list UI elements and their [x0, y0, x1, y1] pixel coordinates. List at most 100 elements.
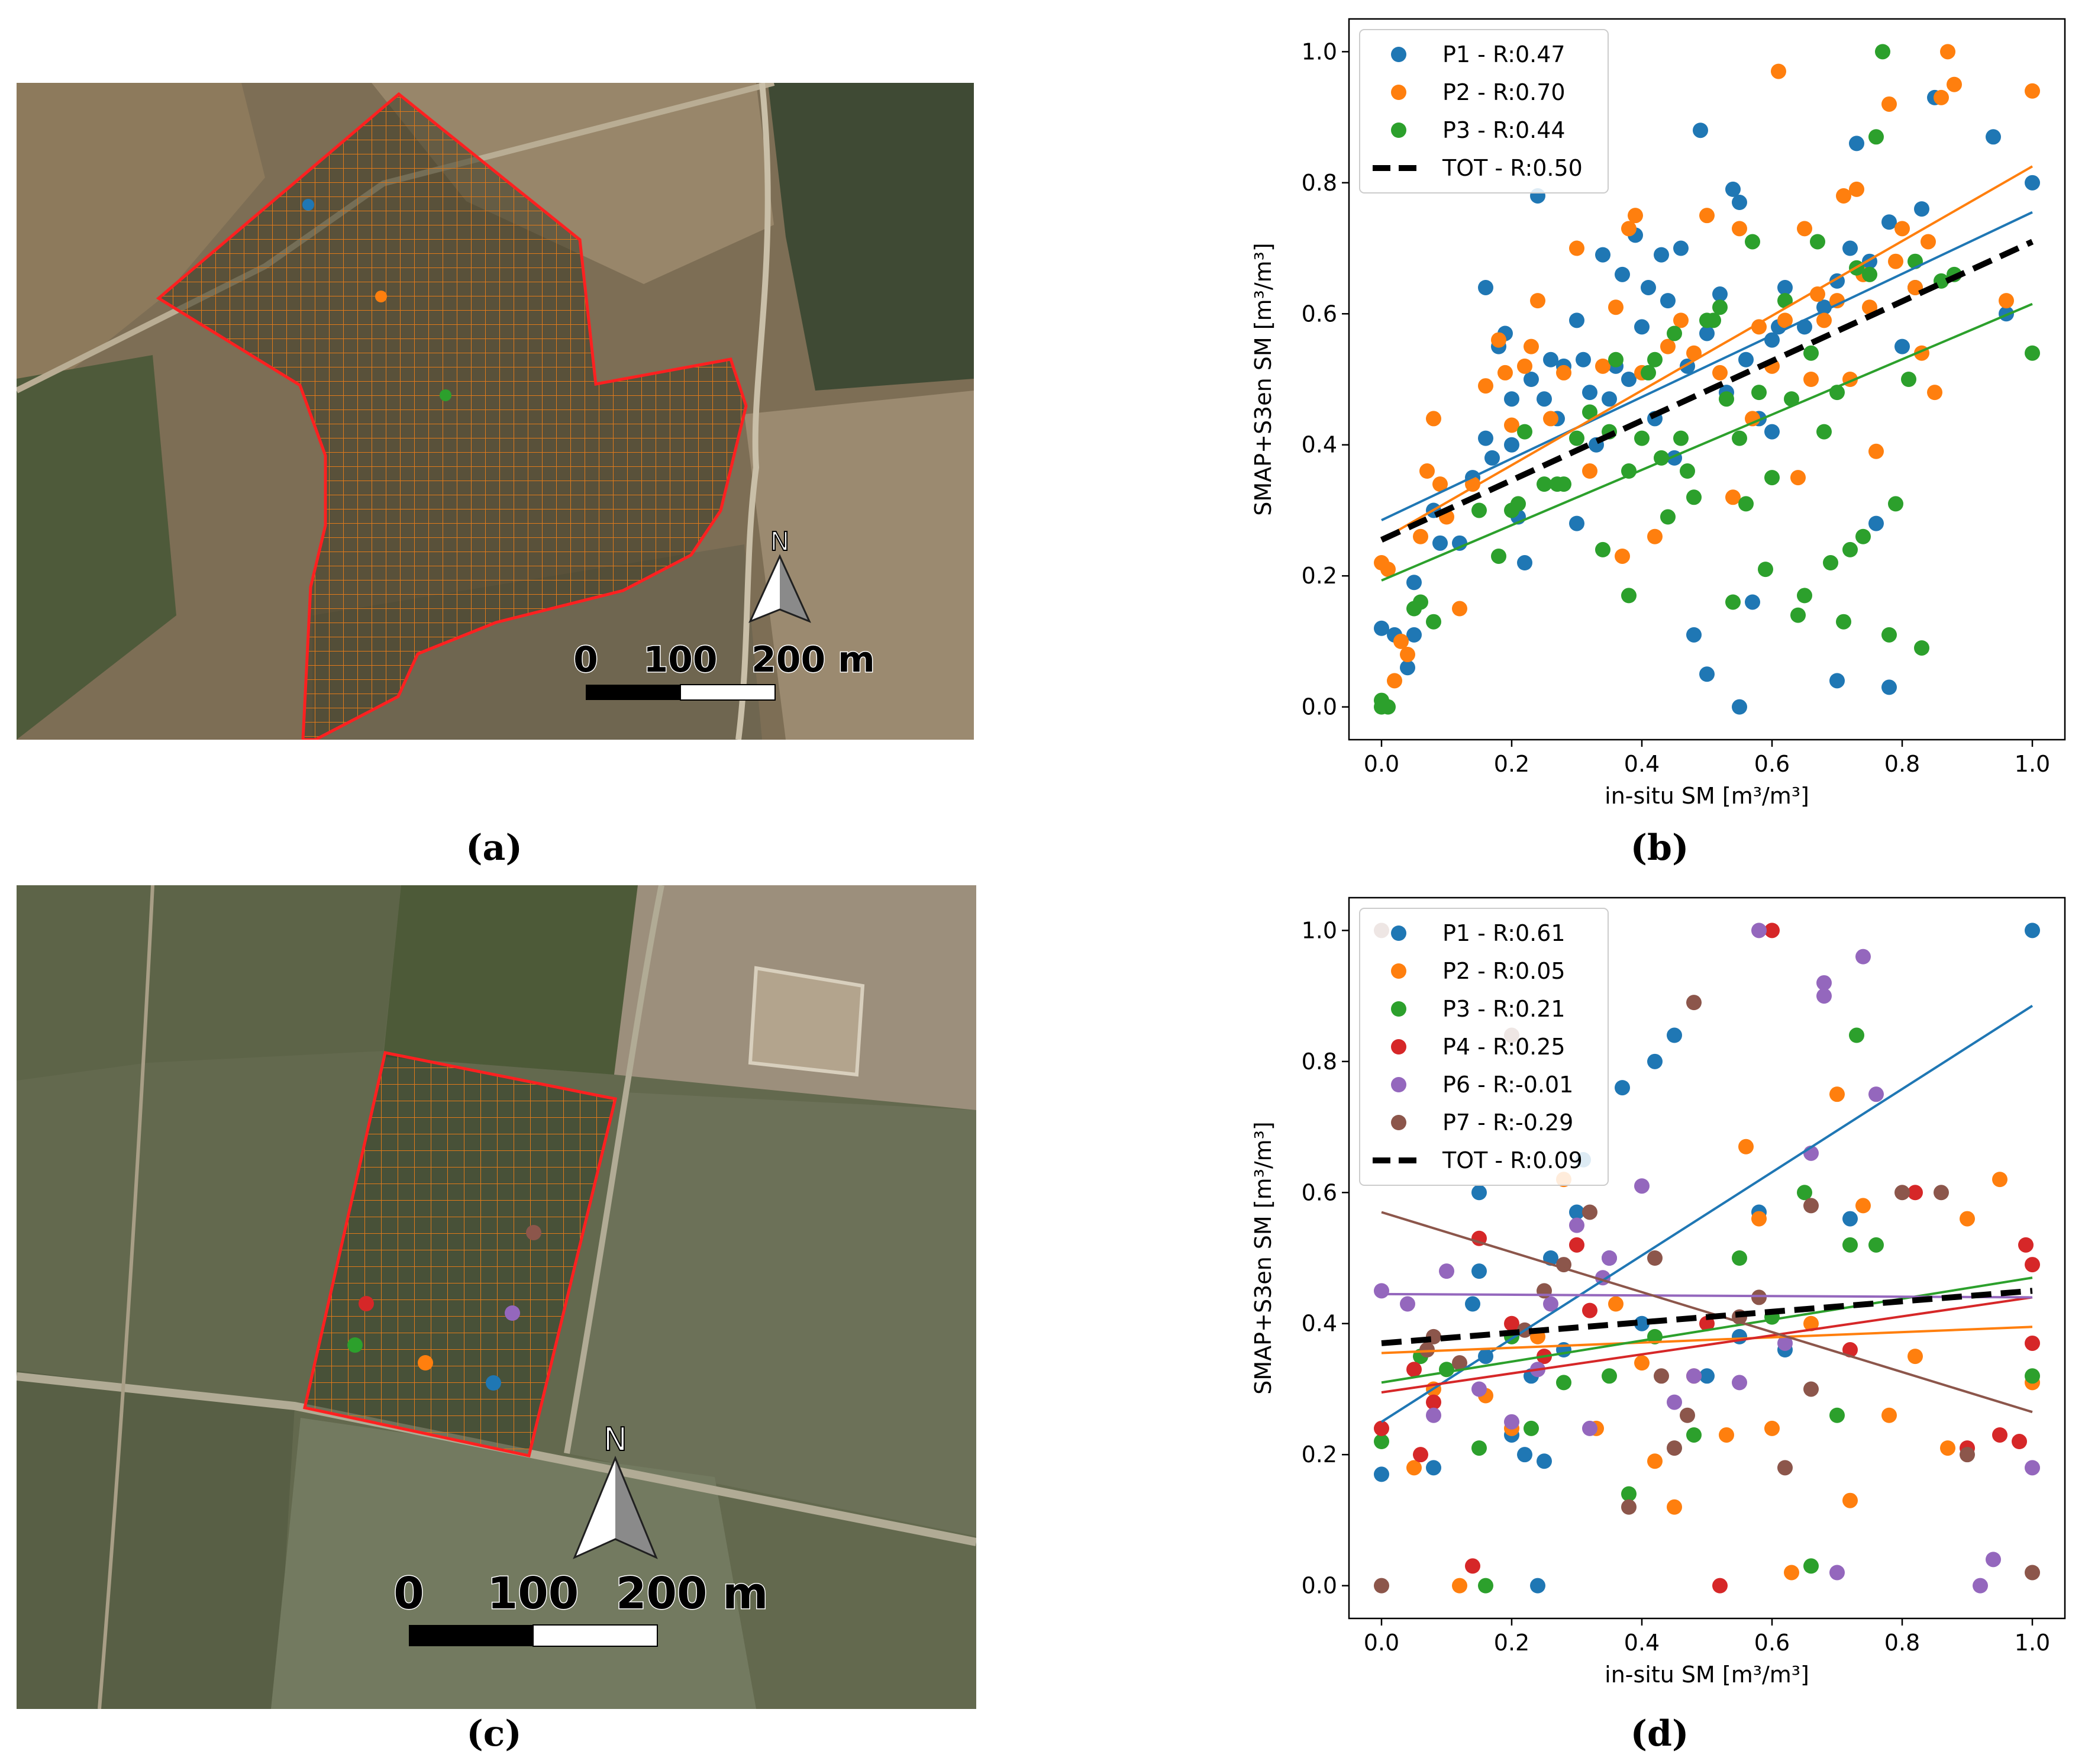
scatter-point — [1582, 1204, 1597, 1220]
scatter-point — [1400, 660, 1415, 675]
scatter-point — [1602, 391, 1617, 407]
caption-b: (b) — [1600, 827, 1719, 869]
scatter-point — [2025, 1460, 2040, 1475]
scatter-point — [1842, 1237, 1858, 1253]
scatter-point — [1647, 1054, 1663, 1069]
scatter-point — [1374, 1578, 1389, 1594]
scatter-point — [1497, 365, 1513, 380]
scale-bar — [409, 1625, 657, 1646]
scatter-point — [1921, 234, 1936, 249]
map-panel-a: N 0 100 200 m — [17, 83, 974, 740]
y-tick-label: 0.8 — [1302, 170, 1337, 196]
legend-label: P4 - R:0.25 — [1442, 1034, 1566, 1060]
probe-point-p1 — [486, 1375, 501, 1391]
scatter-point — [1901, 372, 1916, 387]
scatter-point — [1621, 221, 1637, 236]
scatter-point — [1829, 1565, 1845, 1580]
y-tick-label: 0.6 — [1302, 1179, 1337, 1205]
scatter-point — [1771, 64, 1786, 79]
y-tick-label: 0.0 — [1302, 1573, 1337, 1599]
scatter-point — [1816, 975, 1832, 991]
legend-swatch — [1391, 925, 1406, 941]
scatter-point — [1524, 372, 1539, 387]
scatter-point — [1491, 333, 1506, 348]
probe-point-p2 — [418, 1355, 433, 1370]
x-tick-label: 0.0 — [1364, 1630, 1399, 1656]
scatter-point — [1406, 575, 1422, 590]
scatter-point — [1641, 365, 1656, 380]
y-tick-label: 0.0 — [1302, 694, 1337, 720]
scatter-point — [1667, 1440, 1682, 1456]
scatter-point — [1667, 1395, 1682, 1410]
scatter-point — [1764, 424, 1780, 440]
scatter-point — [1699, 208, 1715, 223]
scatter-point — [1504, 437, 1519, 453]
scatter-point — [1719, 391, 1734, 407]
scatter-point — [1751, 385, 1767, 400]
scatter-point — [1374, 1283, 1389, 1298]
legend-swatch — [1391, 122, 1406, 138]
scatter-point — [1712, 286, 1728, 302]
scatter-point — [1849, 182, 1864, 197]
scatter-point — [1803, 346, 1819, 361]
chart-b-svg: 0.0 0.2 0.4 0.6 0.8 1.00.00.20.40.60.81.0in-s… — [1242, 12, 2085, 828]
scatter-point — [1842, 542, 1858, 557]
scatter-point — [1732, 1250, 1747, 1266]
scatter-point — [1615, 1080, 1630, 1095]
x-axis-label: in-situ SM [m³/m³] — [1605, 1662, 1809, 1688]
scatter-point — [1628, 208, 1643, 223]
scatter-point — [1608, 299, 1624, 315]
scatter-point — [1719, 1427, 1734, 1443]
scatter-point — [1478, 1578, 1493, 1594]
scatter-point — [1758, 562, 1773, 577]
scatter-plot-b: 0.0 0.2 0.4 0.6 0.8 1.0 0.0 0.2 0.4 0.6 0.8 1.0 in-s… — [1242, 12, 2085, 828]
scatter-point — [1504, 1316, 1519, 1331]
y-axis-label: SMAP+S3en SM [m³/m³] — [1250, 243, 1276, 515]
scatter-point — [1732, 431, 1747, 446]
scatter-point — [1673, 241, 1689, 256]
scatter-point — [1667, 1499, 1682, 1515]
legend-swatch — [1391, 1039, 1406, 1054]
x-tick-label: 0.8 — [1884, 1630, 1920, 1656]
scatter-point — [1569, 516, 1584, 531]
scatter-point — [2018, 1237, 2034, 1253]
scatter-point — [1374, 1466, 1389, 1482]
scatter-point — [1725, 594, 1741, 610]
x-axis-label: in-situ SM [m³/m³] — [1605, 783, 1809, 809]
scatter-point — [1914, 640, 1929, 656]
scatter-point — [1426, 1395, 1441, 1410]
scatter-point — [1738, 352, 1754, 367]
scatter-point — [1881, 96, 1897, 112]
scatter-point — [1934, 90, 1949, 105]
scatter-point — [1712, 299, 1728, 315]
scatter-point — [1524, 339, 1539, 354]
x-tick-label: 0.4 — [1624, 751, 1660, 777]
scatter-point — [1745, 594, 1760, 610]
scatter-point — [1413, 1447, 1428, 1462]
scatter-point — [1836, 614, 1851, 630]
scatter-point — [1680, 463, 1695, 479]
scatter-point — [1803, 1558, 1819, 1573]
scatter-point — [1374, 1434, 1389, 1449]
scatter-point — [1836, 188, 1851, 204]
scatter-point — [1908, 1349, 1923, 1364]
scatter-point — [1426, 614, 1441, 630]
scatter-point — [1947, 77, 1962, 92]
scatter-point — [1543, 352, 1558, 367]
scale-label-100: 100 — [643, 639, 717, 681]
scatter-point — [1823, 555, 1838, 570]
probe-point-p2 — [375, 291, 387, 302]
scatter-point — [1712, 1578, 1728, 1594]
scatter-point — [1400, 647, 1415, 662]
legend-swatch — [1391, 963, 1406, 979]
scatter-point — [2025, 1565, 2040, 1580]
scatter-point — [1686, 627, 1702, 643]
scatter-point — [1641, 280, 1656, 295]
y-tick-label: 1.0 — [1302, 917, 1337, 943]
scatter-point — [2025, 1336, 2040, 1351]
scatter-point — [1849, 136, 1864, 151]
caption-c: (c) — [435, 1713, 553, 1755]
scatter-point — [1602, 1250, 1617, 1266]
scatter-point — [1875, 44, 1890, 59]
scatter-point — [1790, 608, 1806, 623]
